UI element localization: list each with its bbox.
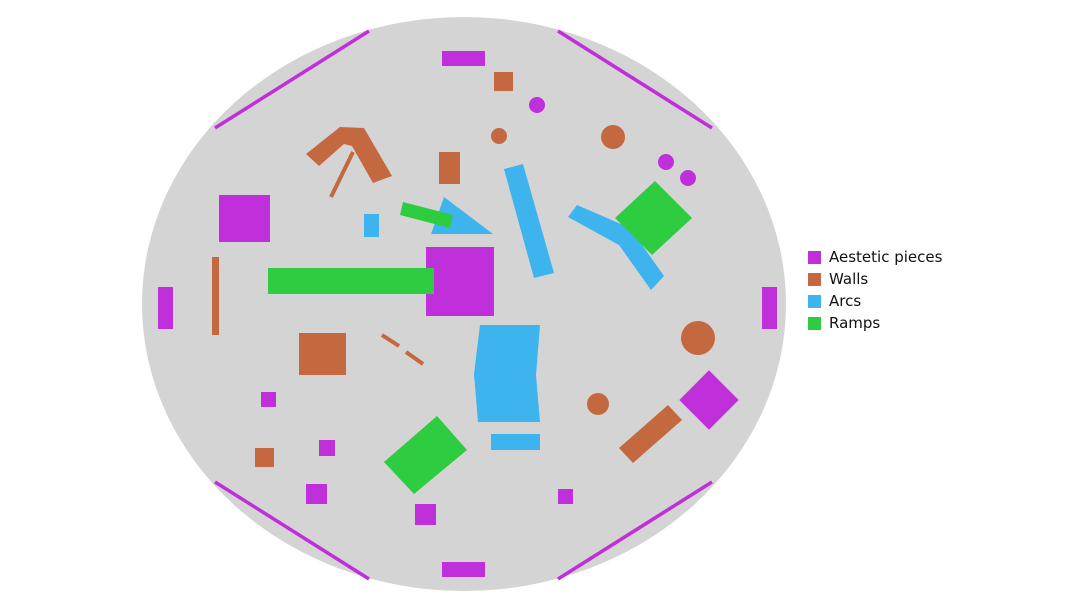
wall-diagonal-bar — [619, 405, 682, 463]
ramp-bottom-left — [384, 416, 467, 494]
arc-small-block — [364, 214, 379, 237]
legend-item-walls: Walls — [808, 268, 942, 290]
arc-bent-bar — [568, 205, 664, 290]
ramp-long-horizontal — [268, 268, 434, 294]
arc-bottom-strip — [491, 434, 540, 450]
legend-swatch-walls — [808, 272, 821, 286]
aesthetic-line-top-right — [557, 29, 713, 130]
walls — [212, 72, 715, 467]
wall-chevron — [306, 127, 392, 183]
legend-label-ramps: Ramps — [829, 314, 881, 332]
legend-swatch-aesthetic — [808, 250, 821, 264]
aesthetic-left-bar — [158, 287, 173, 329]
legend-item-arcs: Arcs — [808, 290, 942, 312]
legend-item-aesthetic: Aestetic pieces — [808, 246, 942, 268]
legend-label-arcs: Arcs — [829, 292, 862, 310]
arcs — [364, 164, 664, 450]
aesthetic-line-top-left — [214, 29, 370, 130]
legend-item-ramps: Ramps — [808, 312, 942, 334]
legend-label-walls: Walls — [829, 270, 869, 288]
wall-dashed-diagonal — [380, 333, 425, 366]
ramps — [268, 181, 692, 494]
wall-post — [491, 128, 507, 144]
aesthetic-right-bar — [762, 287, 777, 329]
aesthetic-dot — [529, 97, 545, 113]
aesthetic-line-bottom-left — [214, 480, 370, 581]
legend: Aestetic pieces Walls Arcs Ramps — [808, 246, 942, 334]
aesthetic-square-small — [261, 392, 276, 407]
aesthetic-border-lines — [214, 29, 713, 581]
wall-block — [494, 72, 513, 91]
ramp-small-diagonal — [400, 202, 453, 228]
wall-block — [255, 448, 274, 467]
wall-dash — [404, 350, 425, 366]
aesthetic-square-small — [319, 440, 335, 456]
aesthetic-line-bottom-right — [557, 480, 713, 581]
wall-block — [439, 152, 460, 184]
aesthetic-top-bar — [442, 51, 485, 66]
arc-long-bar — [504, 164, 554, 278]
wall-vertical-strip — [212, 257, 219, 335]
wall-post — [681, 321, 715, 355]
aesthetic-square-small — [306, 484, 327, 504]
legend-swatch-arcs — [808, 294, 821, 308]
wall-post — [601, 125, 625, 149]
wall-thin-diagonal — [329, 151, 355, 198]
wall-post — [587, 393, 609, 415]
legend-label-aesthetic: Aestetic pieces — [829, 248, 943, 266]
wall-block-large — [299, 333, 346, 375]
aesthetic-square-small — [558, 489, 573, 504]
aesthetic-dot — [680, 170, 696, 186]
ramp-square-top-right — [615, 181, 692, 255]
aesthetic-square-small — [415, 504, 436, 525]
aesthetic-bottom-bar — [442, 562, 485, 577]
aesthetic-center-block — [426, 247, 494, 316]
wall-dash — [380, 333, 401, 348]
aesthetic-square-large — [219, 195, 270, 242]
aesthetic-dot — [658, 154, 674, 170]
arc-large-block — [474, 325, 540, 422]
legend-swatch-ramps — [808, 316, 821, 330]
